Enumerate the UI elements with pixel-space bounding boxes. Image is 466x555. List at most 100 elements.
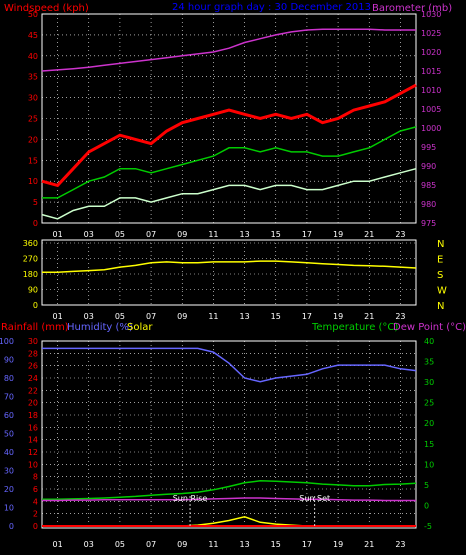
temp-plot-frame bbox=[41, 340, 417, 529]
direction-x-tick-03: 03 bbox=[84, 312, 94, 321]
temperature-y-tick-labels: -5 0 5 10 15 20 25 30 35 40 bbox=[424, 337, 434, 531]
direction-y-tick-180: 180 bbox=[23, 270, 38, 279]
wind-y-tick-15: 15 bbox=[28, 156, 38, 165]
temperature-y-tick-35: 35 bbox=[424, 358, 434, 367]
wind-x-tick-03: 03 bbox=[84, 230, 94, 239]
wind-x-tick-17: 17 bbox=[302, 230, 312, 239]
series-barometer bbox=[41, 28, 416, 72]
humidity-y-tick-90: 90 bbox=[4, 356, 14, 365]
wind-y-tick-25: 25 bbox=[28, 115, 38, 124]
wind-y-tick-45: 45 bbox=[28, 31, 38, 40]
series-direction bbox=[42, 260, 417, 274]
rain-y-tick-6: 6 bbox=[33, 485, 38, 494]
rain-y-tick-24: 24 bbox=[28, 374, 38, 383]
wind-x-tick-19: 19 bbox=[333, 230, 343, 239]
barometer-y-tick-1015: 1015 bbox=[421, 67, 441, 76]
temp-grid bbox=[42, 340, 416, 527]
compass-S-180: S bbox=[437, 270, 443, 281]
direction-y-tick-90: 90 bbox=[28, 286, 38, 295]
rain-y-tick-28: 28 bbox=[28, 349, 38, 358]
rain-y-tick-16: 16 bbox=[28, 423, 38, 432]
direction-x-tick-17: 17 bbox=[302, 312, 312, 321]
rain-y-tick-30: 30 bbox=[28, 337, 38, 346]
direction-x-tick-09: 09 bbox=[177, 312, 187, 321]
temperature-y-tick-15: 15 bbox=[424, 440, 434, 449]
wind-x-tick-15: 15 bbox=[271, 230, 281, 239]
wind-y-tick-50: 50 bbox=[28, 10, 38, 19]
barometer-y-tick-1020: 1020 bbox=[421, 48, 441, 57]
series-gust bbox=[41, 83, 417, 188]
series-dewpoint bbox=[42, 497, 416, 502]
barometer-y-tick-980: 980 bbox=[421, 200, 436, 209]
temperature-y-tick-25: 25 bbox=[424, 399, 434, 408]
direction-x-tick-13: 13 bbox=[239, 312, 249, 321]
wind-y-tick-0: 0 bbox=[33, 219, 38, 228]
humidity-y-tick-20: 20 bbox=[4, 485, 14, 494]
temperature-y-tick-30: 30 bbox=[424, 378, 434, 387]
compass-N-360: N bbox=[437, 239, 444, 250]
humidity-y-tick-30: 30 bbox=[4, 467, 14, 476]
rain-y-tick-2: 2 bbox=[33, 510, 38, 519]
humidity-y-tick-70: 70 bbox=[4, 393, 14, 402]
wind-series bbox=[41, 28, 417, 220]
direction-y-tick-labels: 0 90 180 270 360 bbox=[23, 239, 38, 310]
direction-x-tick-07: 07 bbox=[146, 312, 156, 321]
humidity-y-tick-60: 60 bbox=[4, 411, 14, 420]
humidity-axis-title: Humidity (%) bbox=[67, 322, 133, 333]
series-min bbox=[41, 167, 417, 220]
wind-y-tick-5: 5 bbox=[33, 198, 38, 207]
wind-x-tick-21: 21 bbox=[364, 230, 374, 239]
wind-x-tick-11: 11 bbox=[208, 230, 218, 239]
temperature-y-tick--5: -5 bbox=[424, 522, 432, 531]
series-average bbox=[42, 126, 417, 199]
humidity-y-tick-40: 40 bbox=[4, 448, 14, 457]
rain-axis-title: Rainfall (mm) bbox=[1, 322, 69, 333]
direction-x-tick-21: 21 bbox=[364, 312, 374, 321]
barometer-y-tick-1025: 1025 bbox=[421, 29, 441, 38]
wind-y-tick-labels: 0 5 10 15 20 25 30 35 40 45 50 bbox=[28, 10, 38, 228]
temp-x-tick-11: 11 bbox=[208, 540, 218, 549]
barometer-y-tick-995: 995 bbox=[421, 143, 436, 152]
barometer-y-tick-1005: 1005 bbox=[421, 105, 441, 114]
temp-series bbox=[42, 347, 417, 527]
barometer-y-tick-labels: 975 980 985 990 995 1000 1005 1010 1015 1020 1025 1… bbox=[421, 10, 441, 228]
temp-x-tick-21: 21 bbox=[364, 540, 374, 549]
rain-y-tick-18: 18 bbox=[28, 411, 38, 420]
compass-W-90: W bbox=[437, 286, 447, 297]
direction-x-tick-19: 19 bbox=[333, 312, 343, 321]
barometer-y-tick-985: 985 bbox=[421, 181, 436, 190]
sun-annotations: Sun Rise Sun Set bbox=[173, 494, 330, 526]
humidity-y-tick-50: 50 bbox=[4, 430, 14, 439]
barometer-y-tick-990: 990 bbox=[421, 162, 436, 171]
temp-x-tick-01: 01 bbox=[52, 540, 62, 549]
direction-series bbox=[42, 260, 417, 274]
temperature-y-tick-5: 5 bbox=[424, 481, 429, 490]
compass-N-0: N bbox=[437, 301, 444, 312]
direction-x-tick-01: 01 bbox=[52, 312, 62, 321]
temp-x-tick-15: 15 bbox=[271, 540, 281, 549]
direction-x-tick-labels: 01 03 05 07 09 11 13 15 17 19 21 23 bbox=[52, 312, 405, 321]
rain-y-tick-0: 0 bbox=[33, 522, 38, 531]
direction-x-tick-15: 15 bbox=[271, 312, 281, 321]
sun-annotation-1: Sun Set bbox=[299, 494, 330, 503]
humidity-y-tick-100: 100 bbox=[0, 337, 14, 346]
humidity-y-tick-labels: 0 10 20 30 40 50 60 70 80 90 100 bbox=[0, 337, 14, 531]
wind-grid bbox=[42, 13, 416, 224]
wind-y-tick-10: 10 bbox=[28, 177, 38, 186]
rain-y-tick-14: 14 bbox=[28, 436, 38, 445]
direction-y-tick-360: 360 bbox=[23, 239, 38, 248]
rain-y-tick-4: 4 bbox=[33, 497, 38, 506]
temp-x-tick-19: 19 bbox=[333, 540, 343, 549]
rain-y-tick-12: 12 bbox=[28, 448, 38, 457]
wind-x-tick-01: 01 bbox=[52, 230, 62, 239]
rain-y-tick-8: 8 bbox=[33, 473, 38, 482]
temperature-y-tick-0: 0 bbox=[424, 501, 429, 510]
temperature-y-tick-10: 10 bbox=[424, 460, 434, 469]
temp-x-tick-17: 17 bbox=[302, 540, 312, 549]
humidity-y-tick-0: 0 bbox=[9, 522, 14, 531]
sun-annotation-0: Sun Rise bbox=[173, 494, 208, 503]
wind-x-tick-05: 05 bbox=[115, 230, 125, 239]
